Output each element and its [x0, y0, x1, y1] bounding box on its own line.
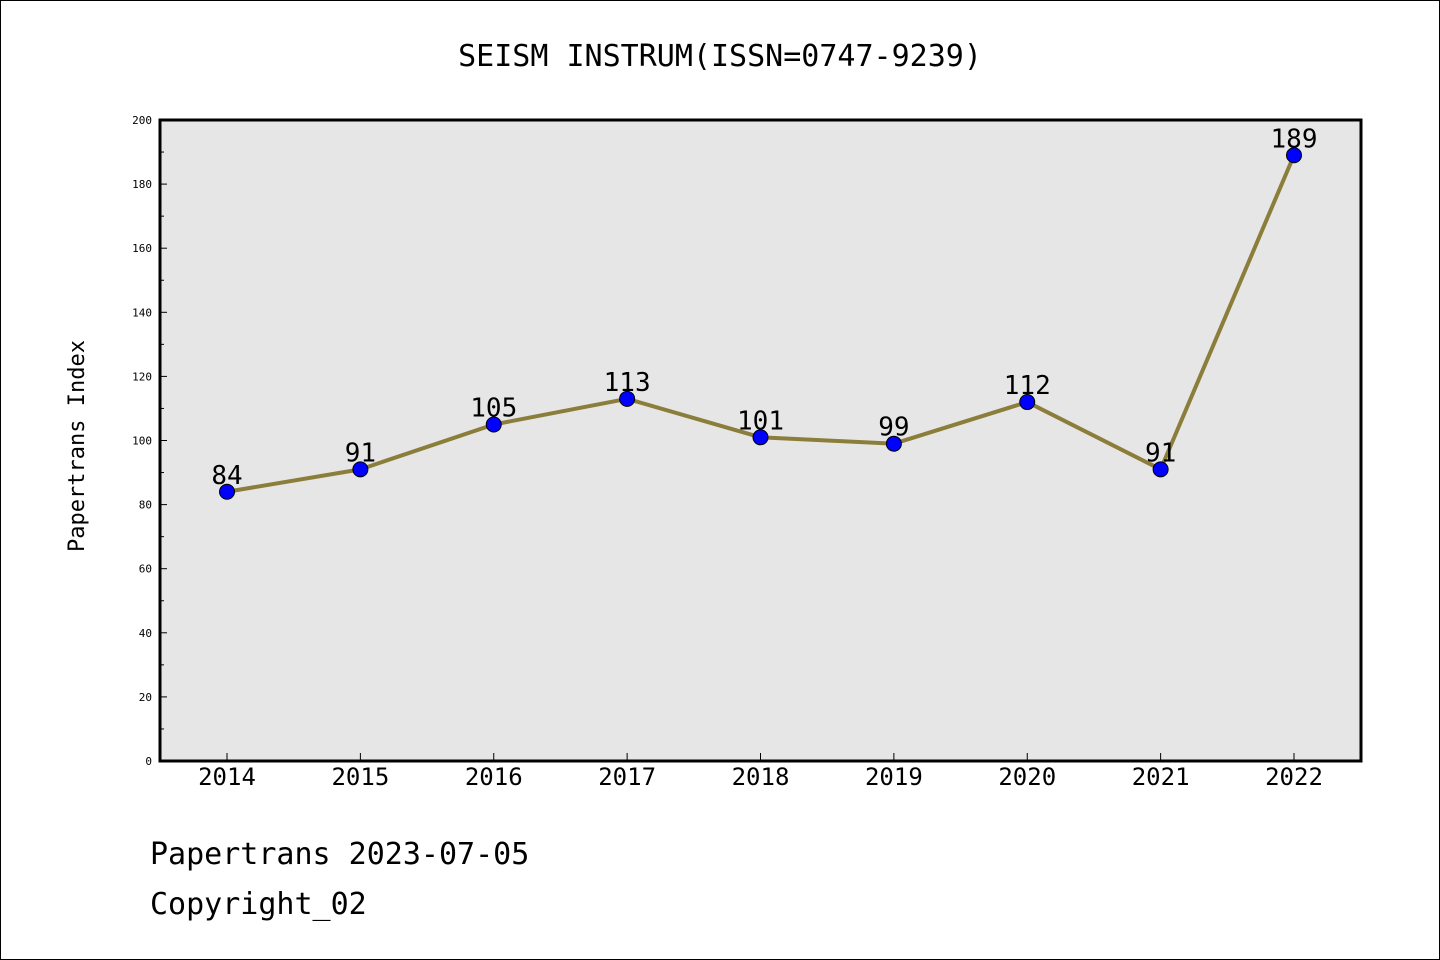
- x-axis: 2014 2015 2016 2017 2018 2019 2020 2021 2022: [198, 753, 1323, 791]
- data-point: [352, 461, 369, 478]
- x-tick-label: 2015: [331, 763, 389, 791]
- data-label: 99: [878, 413, 909, 443]
- x-tick-label: 2020: [998, 763, 1056, 791]
- data-label: 105: [470, 393, 517, 423]
- x-tick-label: 2018: [732, 763, 790, 791]
- data-label: 113: [604, 368, 651, 398]
- data-point: [752, 429, 769, 446]
- y-tick-label: 20: [139, 691, 152, 704]
- y-tick-label: 160: [132, 242, 152, 255]
- data-label: 101: [737, 406, 784, 436]
- data-labels: 84 91 105 113 101 99 112 91 189: [211, 124, 1317, 491]
- y-tick-label: 120: [132, 370, 152, 383]
- x-tick-label: 2021: [1132, 763, 1190, 791]
- data-point: [1152, 461, 1169, 478]
- x-tick-label: 2016: [465, 763, 523, 791]
- footer-date: Papertrans 2023-07-05: [150, 837, 529, 872]
- y-axis-label: Papertrans Index: [65, 340, 90, 552]
- data-point: [485, 416, 502, 433]
- data-label: 84: [211, 461, 242, 491]
- chart-title: SEISM INSTRUM(ISSN=0747-9239): [458, 39, 982, 74]
- y-tick-label: 200: [132, 114, 152, 127]
- x-tick-label: 2022: [1265, 763, 1323, 791]
- data-point: [219, 483, 235, 500]
- x-tick-label: 2017: [598, 763, 656, 791]
- y-tick-label: 0: [145, 755, 152, 768]
- data-point: [885, 435, 902, 452]
- y-tick-label: 40: [139, 627, 152, 640]
- data-label: 91: [1145, 438, 1176, 468]
- data-point: [619, 390, 636, 407]
- data-point: [1286, 147, 1302, 164]
- y-tick-label: 180: [132, 178, 152, 191]
- data-label: 189: [1271, 124, 1318, 154]
- data-label: 91: [345, 438, 376, 468]
- x-tick-label: 2014: [198, 763, 256, 791]
- y-tick-label: 100: [132, 435, 152, 448]
- footer-copyright: Copyright_02: [150, 887, 367, 922]
- data-point: [1019, 394, 1036, 411]
- y-tick-label: 140: [132, 306, 152, 319]
- y-axis: 0 20 40 60 80 100 120 140 160 180 200: [132, 114, 167, 768]
- x-tick-label: 2019: [865, 763, 923, 791]
- y-tick-label: 60: [139, 563, 152, 576]
- plot-border: [158, 118, 1363, 763]
- series-group: [219, 147, 1302, 500]
- data-label: 112: [1004, 371, 1051, 401]
- y-tick-label: 80: [139, 499, 152, 512]
